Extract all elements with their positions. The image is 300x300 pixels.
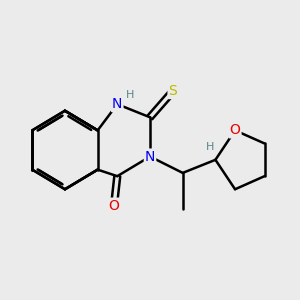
Text: H: H <box>125 90 134 100</box>
Text: N: N <box>112 97 122 111</box>
Text: O: O <box>109 199 119 213</box>
Text: H: H <box>206 142 215 152</box>
Text: O: O <box>230 123 241 137</box>
Text: S: S <box>169 84 177 98</box>
Text: N: N <box>145 149 155 164</box>
